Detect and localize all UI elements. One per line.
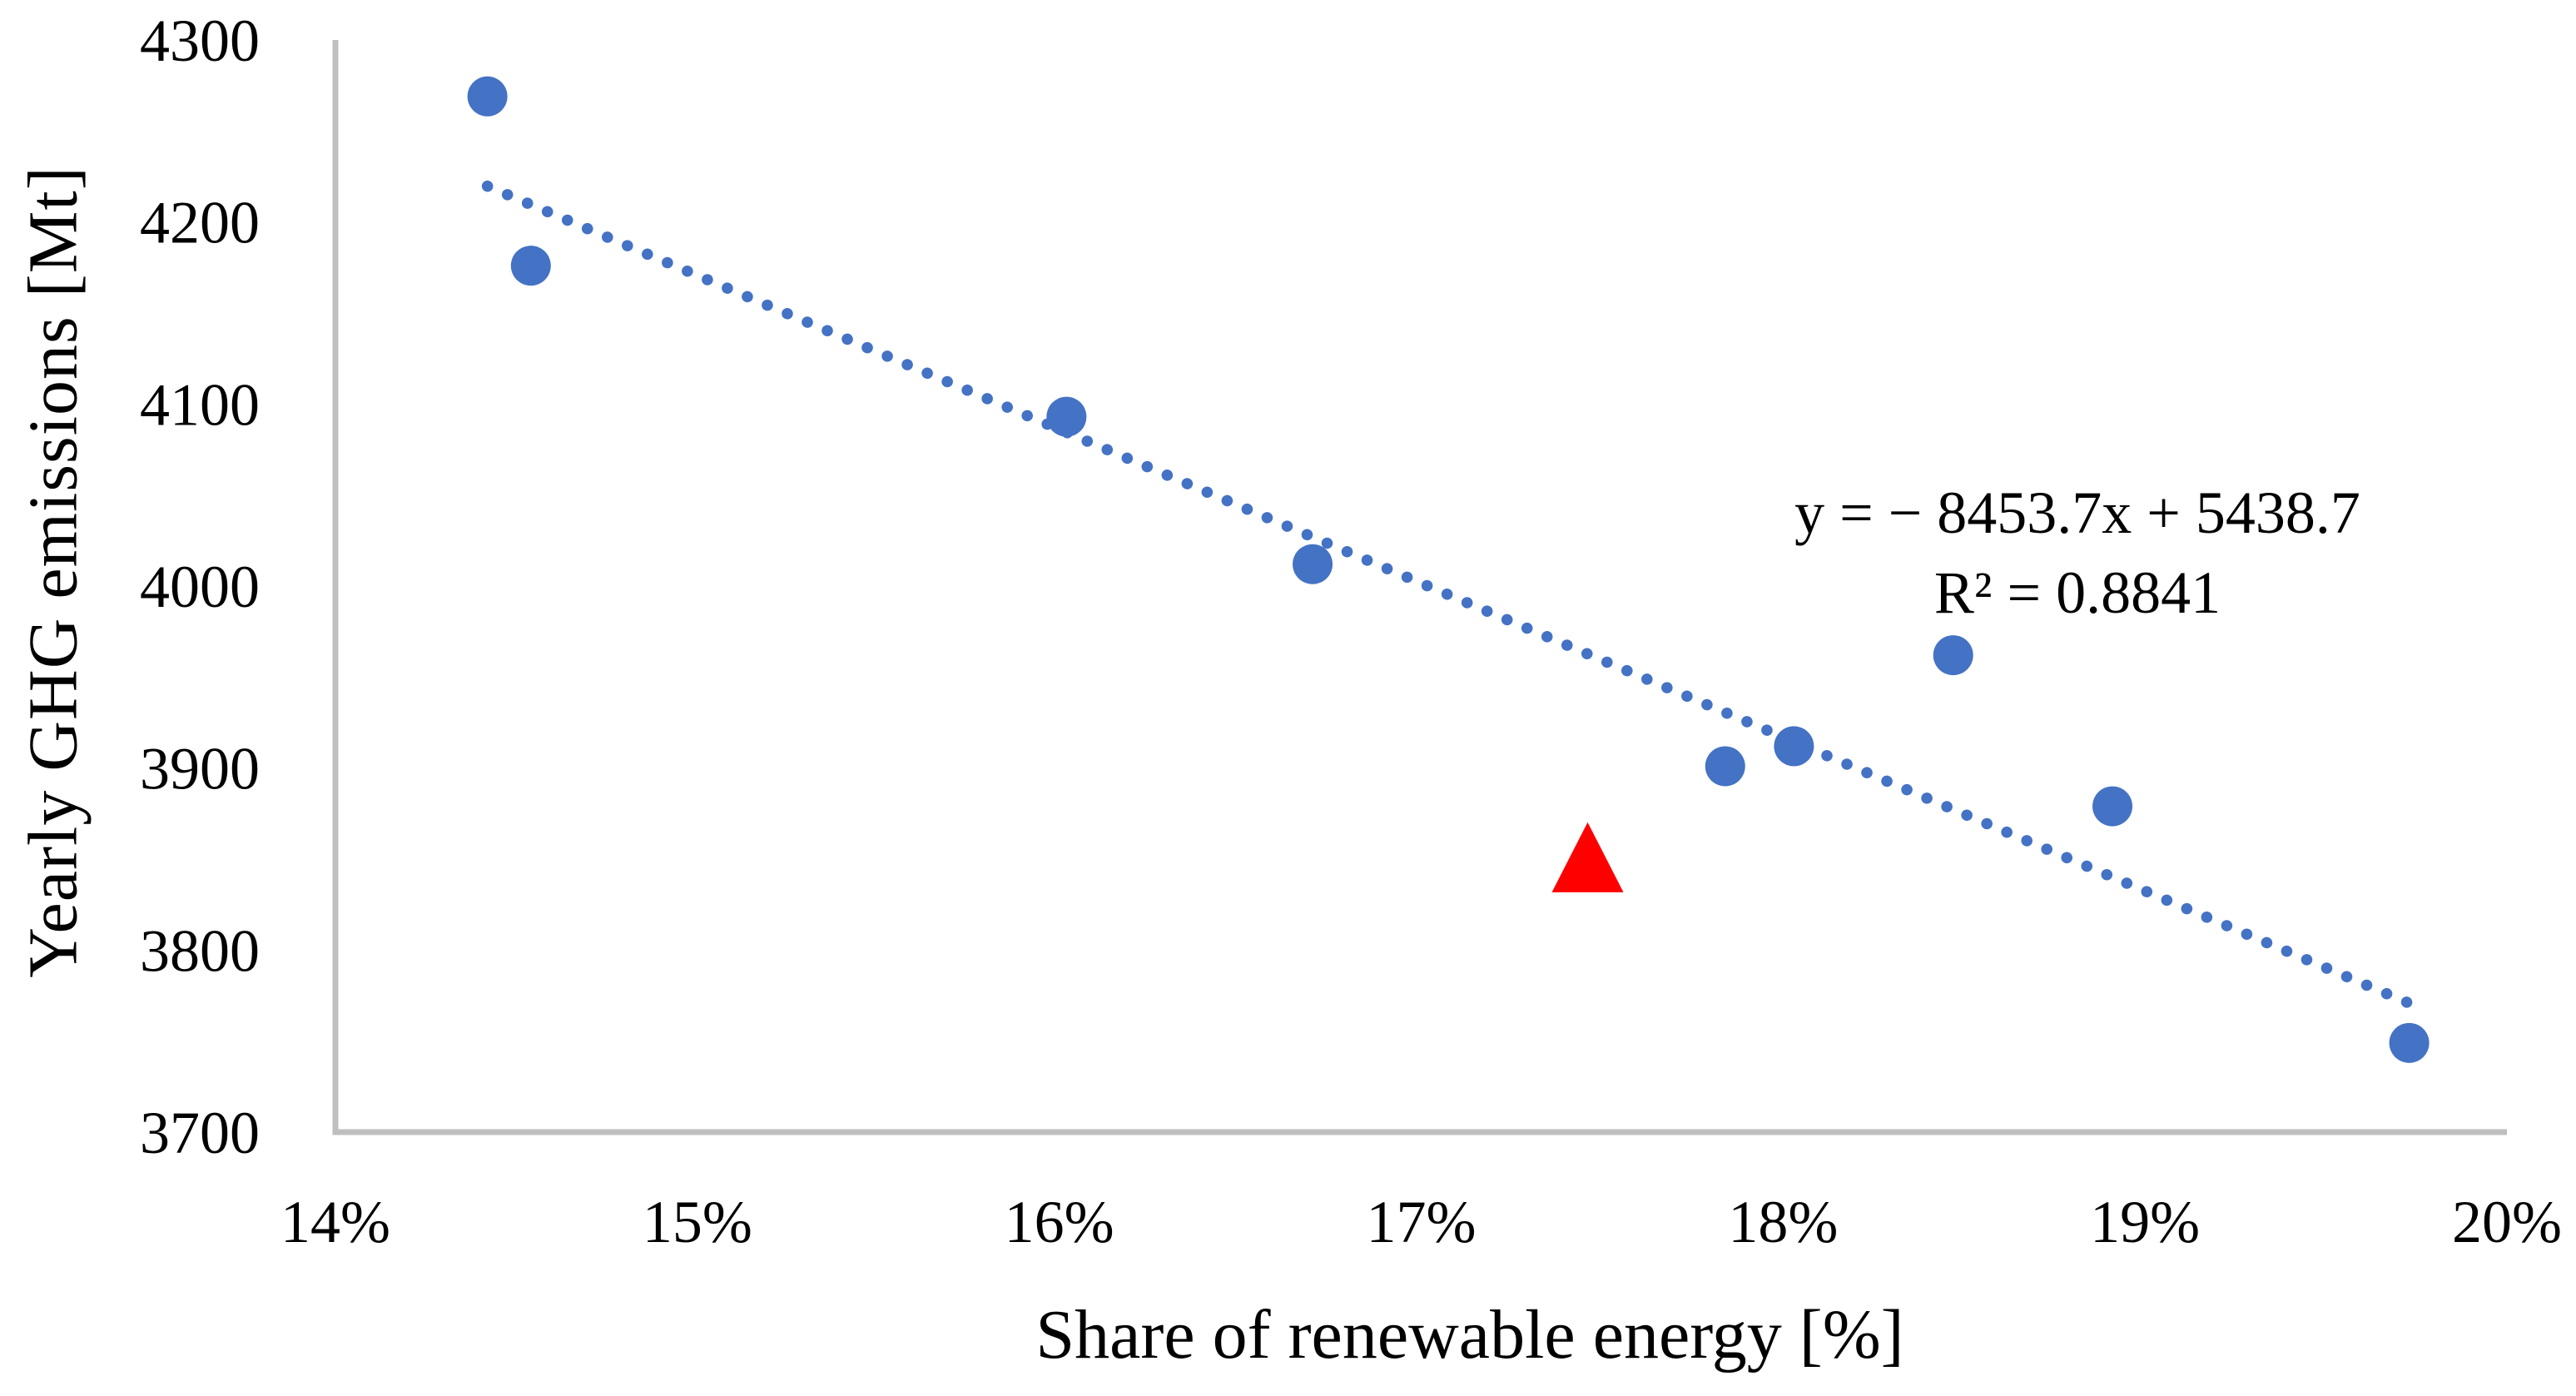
- data-point: [2092, 786, 2133, 827]
- y-tick-label: 3800: [140, 917, 260, 984]
- data-point: [2389, 1022, 2430, 1063]
- y-tick-label: 4300: [140, 7, 260, 74]
- highlight-triangle-marker: [1551, 822, 1624, 892]
- x-tick-label: 20%: [2452, 1189, 2562, 1255]
- y-tick-label: 3700: [140, 1100, 260, 1166]
- data-point: [1293, 544, 1333, 584]
- data-point: [1933, 635, 1973, 676]
- data-point: [1774, 726, 1814, 767]
- data-point: [1705, 746, 1745, 787]
- x-tick-label: 16%: [1005, 1189, 1114, 1255]
- trendline: [481, 180, 2419, 1011]
- trendline-r-squared: R² = 0.8841: [1933, 559, 2221, 626]
- y-tick-label: 4100: [140, 371, 260, 438]
- data-point: [1046, 396, 1087, 437]
- x-tick-label: 17%: [1367, 1189, 1477, 1255]
- y-tick-label: 3900: [140, 736, 260, 802]
- data-point: [467, 76, 508, 117]
- data-point: [510, 246, 551, 286]
- y-tick-label: 4200: [140, 190, 260, 256]
- x-tick-label: 15%: [643, 1189, 752, 1255]
- x-axis-title: Share of renewable energy [%]: [1035, 1296, 1904, 1374]
- y-axis-title: Yearly GHG emissions [Mt]: [14, 166, 92, 978]
- y-tick-label: 4000: [140, 554, 260, 620]
- trendline-label: y = − 8453.7x + 5438.7 R² = 0.8841: [1794, 473, 2360, 633]
- x-tick-label: 18%: [1728, 1189, 1838, 1255]
- x-tick-label: 14%: [280, 1189, 390, 1255]
- x-tick-label: 19%: [2090, 1189, 2200, 1255]
- trendline-equation: y = − 8453.7x + 5438.7: [1794, 479, 2360, 546]
